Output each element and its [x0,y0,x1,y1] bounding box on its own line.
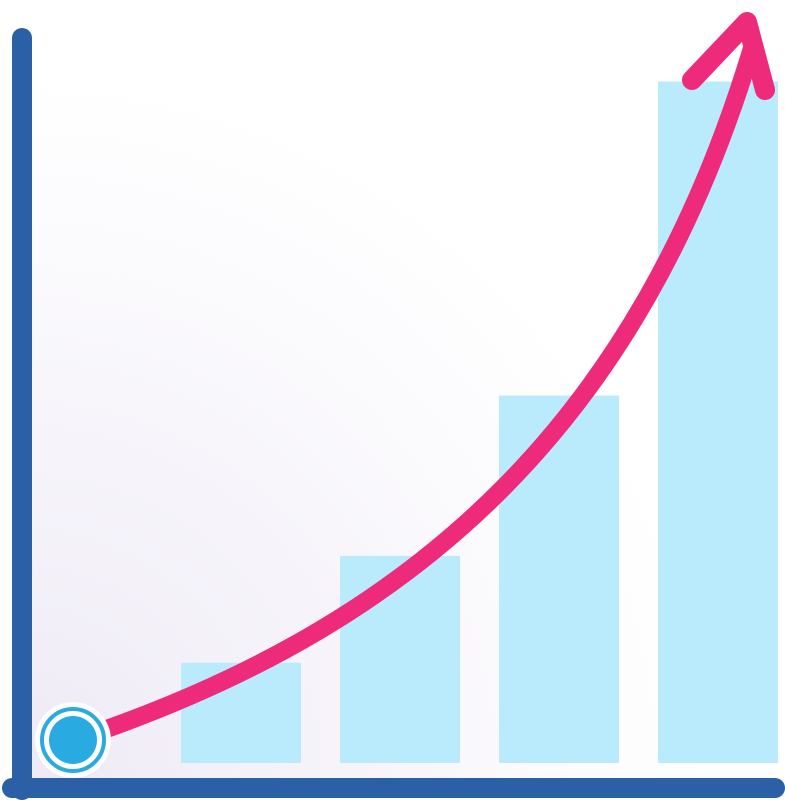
trend-arrow-head [682,12,775,100]
bar-2 [340,555,460,763]
start-marker-dot [49,716,97,764]
bar-3 [499,395,619,763]
bar-4 [658,81,778,763]
trend-curve [86,39,761,742]
